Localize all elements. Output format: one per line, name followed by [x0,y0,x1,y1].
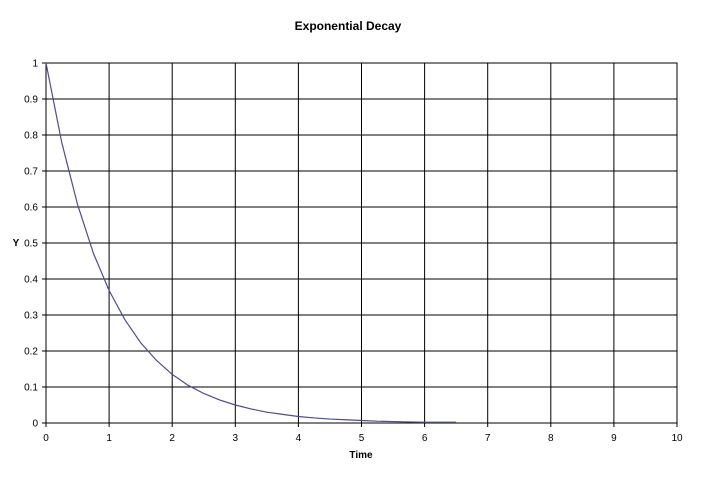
y-tick-label: 0.2 [24,347,38,358]
series-line-0 [45,62,457,423]
x-tick-label: 5 [359,433,365,444]
x-tick-label: 7 [485,433,491,444]
x-tick-label: 8 [548,433,554,444]
x-tick-label: 10 [671,433,683,444]
y-tick-label: 0.3 [24,311,38,322]
chart-title: Exponential Decay [295,19,402,33]
y-tick-label: 0.8 [24,131,38,142]
y-tick-label: 0.7 [24,167,38,178]
y-tick-label: 0.5 [24,239,38,250]
y-tick-label: 0.1 [24,383,38,394]
y-tick-label: 0.6 [24,203,38,214]
x-tick-label: 9 [611,433,617,444]
x-tick-label: 2 [169,433,175,444]
y-tick-label: 0.4 [24,275,38,286]
plot-area [45,62,678,424]
series-layer [45,62,457,423]
x-axis-ticks: 0 1 2 3 4 5 6 7 8 9 10 [43,433,683,444]
y-axis-label: Y [13,238,20,249]
x-tick-label: 1 [106,433,112,444]
gridlines [42,62,678,427]
x-tick-label: 4 [296,433,302,444]
x-tick-label: 0 [43,433,49,444]
y-axis-ticks: 0 0.1 0.2 0.3 0.4 0.5 0.6 0.7 0.8 0.9 1 [24,59,38,430]
y-tick-label: 0 [32,419,38,430]
x-axis-label: Time [349,450,373,461]
x-tick-label: 6 [422,433,428,444]
y-tick-label: 1 [32,59,38,70]
x-tick-label: 3 [233,433,239,444]
y-tick-label: 0.9 [24,95,38,106]
